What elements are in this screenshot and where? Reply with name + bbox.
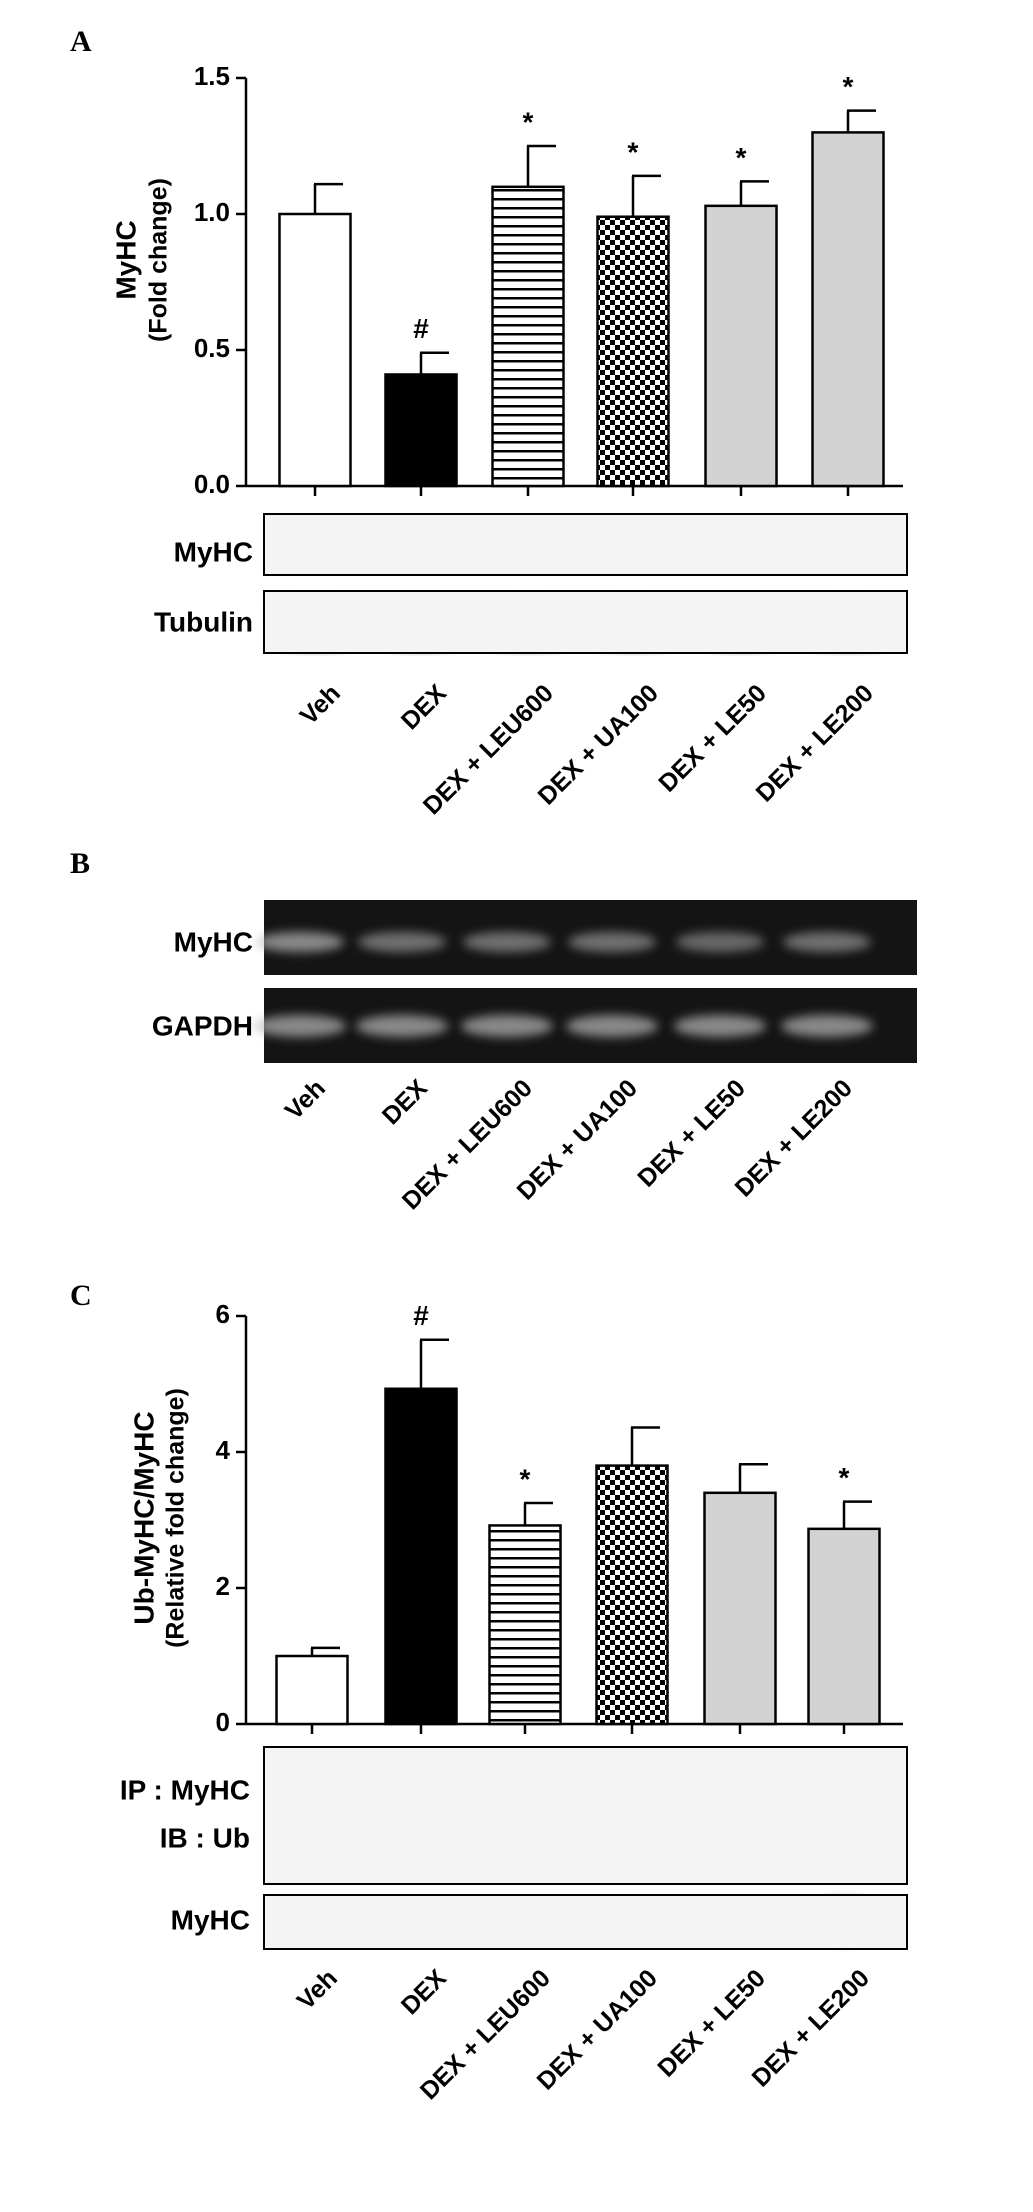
- blot-label: IB : Ub: [160, 1822, 250, 1853]
- band: [783, 932, 871, 952]
- panel-letter: C: [70, 1279, 92, 1312]
- y-tick-label: 2: [216, 1571, 230, 1601]
- y-tick-label: 6: [216, 1299, 230, 1329]
- x-tick-label: DEX: [396, 1964, 452, 2020]
- bar: [704, 204, 778, 488]
- significance-mark: *: [520, 1463, 531, 1494]
- bar: [275, 1654, 349, 1726]
- band: [568, 932, 656, 952]
- bar: [811, 131, 885, 488]
- blot-label: Tubulin: [154, 606, 253, 637]
- significance-mark: *: [628, 136, 639, 167]
- bar: [278, 212, 352, 488]
- bar: [491, 185, 565, 488]
- band: [256, 932, 344, 952]
- band: [781, 1015, 873, 1037]
- band: [676, 932, 764, 952]
- bar: [703, 1491, 777, 1726]
- blot-label: MyHC: [171, 1904, 250, 1935]
- band: [358, 932, 446, 952]
- y-axis-label: (Relative fold change): [162, 1388, 190, 1648]
- blot-label: MyHC: [174, 536, 253, 567]
- gel: [254, 900, 917, 1063]
- blot-label: IP : MyHC: [120, 1774, 250, 1805]
- x-tick-label: DEX: [396, 679, 452, 735]
- y-axis-label: MyHC: [110, 220, 141, 299]
- y-tick-label: 0.0: [194, 469, 230, 499]
- y-tick-label: 0.5: [194, 333, 230, 363]
- gel-label: MyHC: [174, 926, 253, 957]
- panel-letter: A: [70, 25, 92, 58]
- band: [461, 1015, 553, 1037]
- panel-letter: B: [70, 847, 90, 880]
- band: [566, 1015, 658, 1037]
- significance-mark: *: [839, 1462, 850, 1493]
- bar: [384, 1387, 458, 1726]
- gel-label: GAPDH: [152, 1010, 253, 1041]
- significance-mark: *: [523, 106, 534, 137]
- y-tick-label: 0: [216, 1707, 230, 1737]
- x-tick-label: DEX: [377, 1074, 433, 1130]
- x-tick-label: DEX + LE50: [653, 679, 772, 798]
- band: [674, 1015, 766, 1037]
- y-tick-label: 1.5: [194, 61, 230, 91]
- y-axis-label: (Fold change): [145, 178, 173, 342]
- bar: [807, 1527, 881, 1726]
- blot-frame: [263, 1894, 908, 1950]
- x-tick-label: Veh: [295, 679, 346, 730]
- blot-frame: [263, 513, 908, 576]
- bar: [595, 1464, 669, 1726]
- bar: [488, 1524, 562, 1726]
- blot-frame: [263, 590, 908, 654]
- blot-frame: [263, 1746, 908, 1885]
- x-tick-label: Veh: [280, 1074, 331, 1125]
- band: [463, 932, 551, 952]
- significance-mark: #: [413, 313, 429, 344]
- significance-mark: #: [413, 1300, 429, 1331]
- band: [356, 1015, 448, 1037]
- bar: [384, 373, 458, 488]
- bar: [596, 215, 670, 488]
- x-tick-label: Veh: [292, 1964, 343, 2015]
- y-tick-label: 4: [216, 1435, 231, 1465]
- y-tick-label: 1.0: [194, 197, 230, 227]
- significance-mark: *: [843, 71, 854, 102]
- x-tick-label: DEX + LE50: [632, 1074, 751, 1193]
- significance-mark: *: [736, 142, 747, 173]
- band: [254, 1015, 346, 1037]
- y-axis-label: Ub-MyHC/MyHC: [128, 1411, 159, 1624]
